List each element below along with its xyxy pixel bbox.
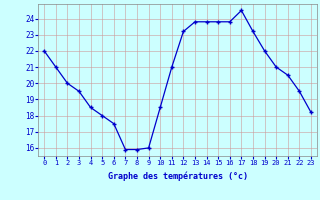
X-axis label: Graphe des températures (°c): Graphe des températures (°c): [108, 172, 248, 181]
